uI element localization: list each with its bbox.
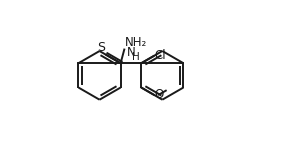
Text: NH₂: NH₂ [125,36,147,49]
Text: O: O [154,88,164,101]
Text: H: H [131,52,139,62]
Text: N: N [127,46,135,59]
Text: S: S [97,41,105,54]
Text: Cl: Cl [154,49,166,62]
